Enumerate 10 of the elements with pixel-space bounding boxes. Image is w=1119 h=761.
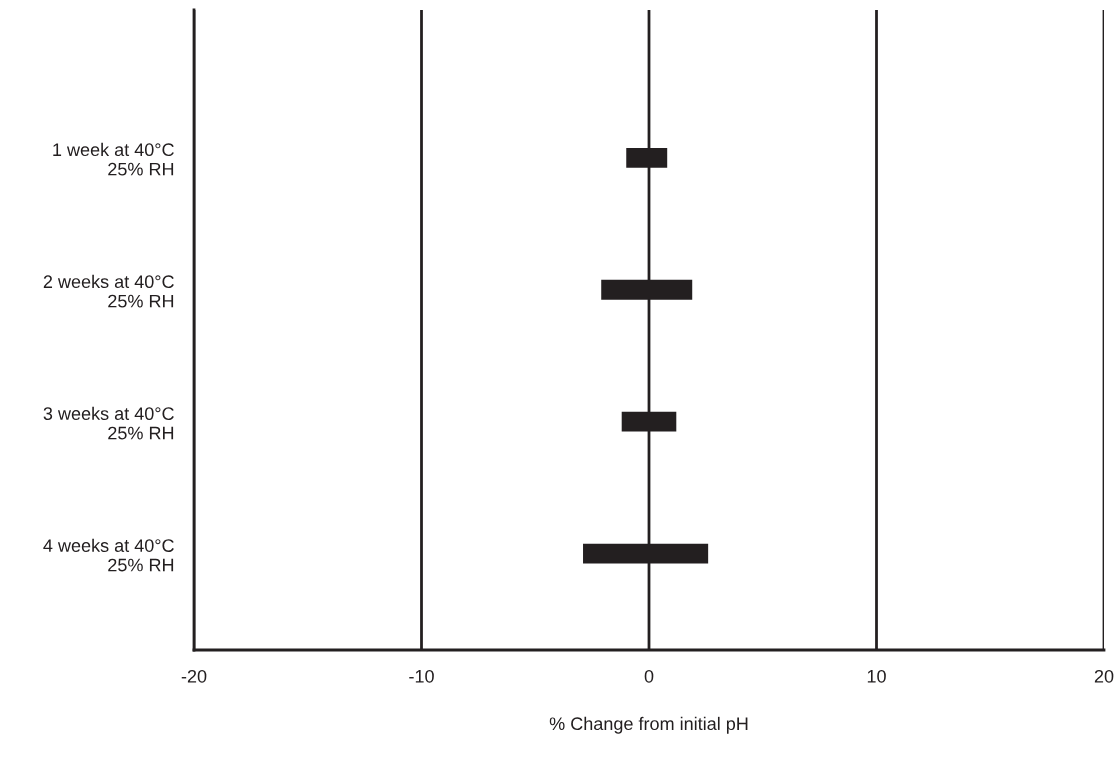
- y-tick-label: 3 weeks at 40°C 25% RH: [43, 406, 174, 440]
- y-tick-label: 2 weeks at 40°C 25% RH: [43, 274, 174, 308]
- y-tick-label: 1 week at 40°C 25% RH: [53, 142, 174, 176]
- x-tick-label: 0: [644, 669, 654, 683]
- x-tick-label: 10: [867, 669, 886, 683]
- x-tick-label: -10: [409, 669, 434, 683]
- y-tick-label: 4 weeks at 40°C 25% RH: [43, 538, 174, 572]
- x-tick-label: -20: [181, 669, 207, 683]
- x-tick-label: 20: [1094, 669, 1114, 683]
- x-axis-title: % Change from initial pH: [549, 716, 748, 734]
